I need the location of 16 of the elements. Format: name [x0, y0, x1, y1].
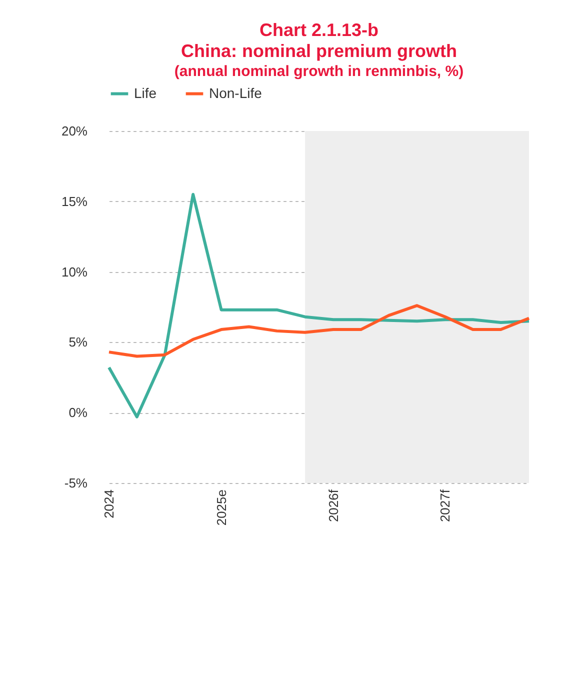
chart-subtitle: (annual nominal growth in renminbis, %)	[174, 63, 464, 80]
line-series	[108, 304, 530, 358]
chart-title: Chart 2.1.13-b China: nominal premium growth	[180, 20, 458, 61]
x-tick-label: 2025e	[214, 490, 229, 526]
y-tick-label: 20%	[61, 124, 88, 138]
x-tick-label: 2024	[102, 490, 116, 518]
y-tick-label: 10%	[61, 264, 88, 280]
y-tick-label: 15%	[61, 194, 88, 209]
y-tick-label: 5%	[68, 334, 88, 350]
x-tick-label: 2026f	[326, 489, 341, 522]
x-tick-label: 2027f	[438, 489, 453, 522]
legend-label: Life	[134, 84, 157, 101]
line-series	[108, 192, 530, 418]
y-tick-label: -5%	[64, 476, 88, 490]
y-tick-label: 0%	[68, 405, 88, 420]
legend-label: Non-Life	[209, 84, 262, 101]
